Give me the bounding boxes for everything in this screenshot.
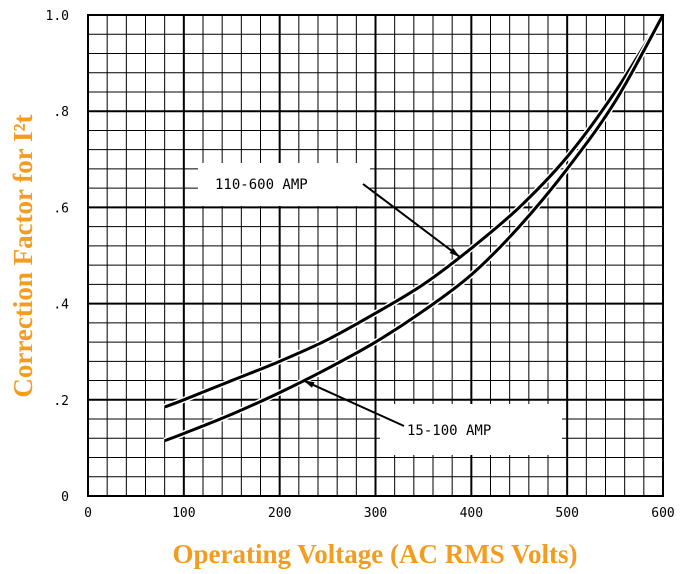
y-tick-label: .6 xyxy=(53,201,69,216)
x-tick-label: 100 xyxy=(172,506,195,521)
x-tick-label: 600 xyxy=(651,506,674,521)
y-tick-label: .2 xyxy=(53,394,69,409)
tick-labels: 0 100 200 300 400 500 600 0 .2 .4 .6 .8 1.0 xyxy=(46,9,675,521)
y-axis-title: Correction Factor for I²t xyxy=(8,114,38,397)
x-tick-label: 0 xyxy=(84,506,92,521)
x-tick-label: 200 xyxy=(268,506,291,521)
plot-frame xyxy=(87,14,664,497)
annotation-leader-line xyxy=(362,183,461,258)
annotation-label: 15-100 AMP xyxy=(407,423,491,439)
annotation-box xyxy=(380,404,562,455)
annotation-arrowhead xyxy=(449,248,460,257)
annotation-leader-line xyxy=(303,379,405,427)
y-tick-label: 0 xyxy=(61,490,69,505)
x-tick-label: 300 xyxy=(364,506,387,521)
y-tick-label: 1.0 xyxy=(46,9,69,24)
series-line-0 xyxy=(164,14,665,409)
x-tick-label: 500 xyxy=(555,506,578,521)
annotations: 110-600 AMP 15-100 AMP xyxy=(198,163,562,455)
y-tick-label: .4 xyxy=(53,298,69,313)
annotation-box xyxy=(198,163,370,206)
x-tick-label: 400 xyxy=(460,506,483,521)
annotation-arrowhead xyxy=(303,380,315,388)
annotation-label: 110-600 AMP xyxy=(215,177,308,193)
y-tick-label: .8 xyxy=(53,105,69,120)
x-axis-title: Operating Voltage (AC RMS Volts) xyxy=(172,539,577,569)
series-line-1 xyxy=(164,14,665,443)
series-lines xyxy=(163,13,666,444)
